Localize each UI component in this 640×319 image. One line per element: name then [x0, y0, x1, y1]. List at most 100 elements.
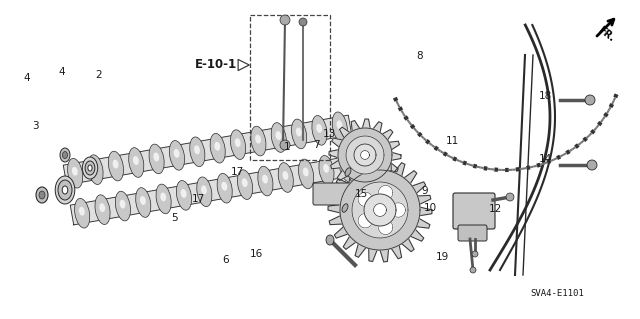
Ellipse shape — [194, 145, 200, 154]
Text: 1: 1 — [284, 142, 291, 152]
Polygon shape — [328, 158, 432, 262]
Ellipse shape — [36, 187, 48, 203]
Polygon shape — [354, 144, 376, 166]
Circle shape — [587, 160, 597, 170]
Text: 2: 2 — [96, 70, 102, 80]
Text: 15: 15 — [355, 189, 367, 199]
Ellipse shape — [115, 191, 131, 221]
Ellipse shape — [173, 149, 180, 158]
Ellipse shape — [303, 167, 308, 176]
Ellipse shape — [298, 159, 314, 189]
Ellipse shape — [113, 160, 118, 168]
Ellipse shape — [242, 178, 248, 187]
Ellipse shape — [63, 152, 67, 159]
Ellipse shape — [312, 115, 327, 145]
Text: 14: 14 — [538, 154, 552, 164]
Ellipse shape — [356, 200, 364, 210]
Ellipse shape — [292, 119, 307, 149]
Text: 17: 17 — [230, 167, 244, 177]
Ellipse shape — [316, 124, 322, 133]
Circle shape — [470, 267, 476, 273]
Text: 13: 13 — [323, 129, 335, 139]
Ellipse shape — [62, 186, 68, 194]
Ellipse shape — [337, 120, 342, 129]
Ellipse shape — [156, 184, 171, 214]
Ellipse shape — [149, 144, 164, 174]
Ellipse shape — [68, 159, 83, 188]
Ellipse shape — [99, 203, 105, 212]
Ellipse shape — [189, 137, 205, 167]
Ellipse shape — [133, 156, 139, 165]
Text: 18: 18 — [538, 91, 552, 101]
Ellipse shape — [83, 157, 98, 179]
Ellipse shape — [108, 151, 124, 181]
Text: 16: 16 — [250, 249, 262, 259]
Text: 10: 10 — [424, 203, 436, 213]
Polygon shape — [338, 128, 392, 182]
Ellipse shape — [332, 112, 348, 142]
Ellipse shape — [221, 182, 227, 191]
Polygon shape — [358, 213, 372, 228]
Ellipse shape — [271, 123, 286, 152]
Polygon shape — [378, 185, 393, 200]
Text: E-10-1: E-10-1 — [195, 58, 237, 71]
Ellipse shape — [201, 185, 207, 194]
Text: 17: 17 — [191, 194, 205, 204]
Ellipse shape — [323, 164, 329, 173]
Ellipse shape — [129, 148, 144, 177]
Ellipse shape — [39, 191, 45, 199]
Circle shape — [506, 193, 514, 201]
Text: 4: 4 — [59, 67, 65, 77]
Polygon shape — [391, 203, 405, 217]
Ellipse shape — [72, 167, 78, 176]
Ellipse shape — [88, 165, 92, 171]
Polygon shape — [378, 220, 393, 234]
Ellipse shape — [342, 204, 348, 212]
Ellipse shape — [217, 174, 232, 203]
Ellipse shape — [210, 133, 225, 163]
Ellipse shape — [258, 166, 273, 196]
Ellipse shape — [237, 170, 253, 199]
Ellipse shape — [214, 142, 220, 151]
Ellipse shape — [92, 163, 98, 172]
Text: 4: 4 — [24, 73, 30, 83]
Ellipse shape — [230, 130, 246, 160]
Circle shape — [280, 15, 290, 25]
Polygon shape — [352, 182, 408, 238]
Ellipse shape — [296, 128, 301, 137]
Text: 12: 12 — [488, 204, 502, 214]
Ellipse shape — [196, 177, 212, 207]
Ellipse shape — [262, 174, 268, 183]
Ellipse shape — [160, 192, 166, 201]
Ellipse shape — [85, 161, 95, 175]
Ellipse shape — [177, 181, 191, 210]
Ellipse shape — [282, 171, 289, 180]
Ellipse shape — [345, 168, 351, 176]
Polygon shape — [374, 204, 387, 216]
Text: 11: 11 — [445, 136, 459, 146]
Ellipse shape — [170, 141, 184, 170]
Polygon shape — [360, 151, 369, 160]
Text: 9: 9 — [422, 186, 428, 196]
Ellipse shape — [75, 198, 90, 228]
Bar — [250, 15, 330, 160]
Polygon shape — [70, 155, 359, 225]
Text: 3: 3 — [32, 121, 38, 131]
Polygon shape — [63, 115, 352, 185]
Ellipse shape — [235, 138, 241, 147]
Text: FR.: FR. — [596, 25, 616, 43]
Circle shape — [280, 140, 290, 150]
Polygon shape — [346, 136, 384, 174]
Polygon shape — [364, 194, 396, 226]
Ellipse shape — [95, 195, 110, 225]
Text: 6: 6 — [223, 255, 229, 265]
Ellipse shape — [60, 148, 70, 162]
Ellipse shape — [88, 155, 103, 184]
Text: 19: 19 — [435, 252, 449, 262]
Ellipse shape — [275, 131, 282, 140]
Polygon shape — [329, 119, 401, 191]
Ellipse shape — [255, 135, 261, 144]
FancyArrowPatch shape — [238, 59, 249, 70]
FancyBboxPatch shape — [313, 183, 362, 205]
Polygon shape — [340, 170, 420, 250]
